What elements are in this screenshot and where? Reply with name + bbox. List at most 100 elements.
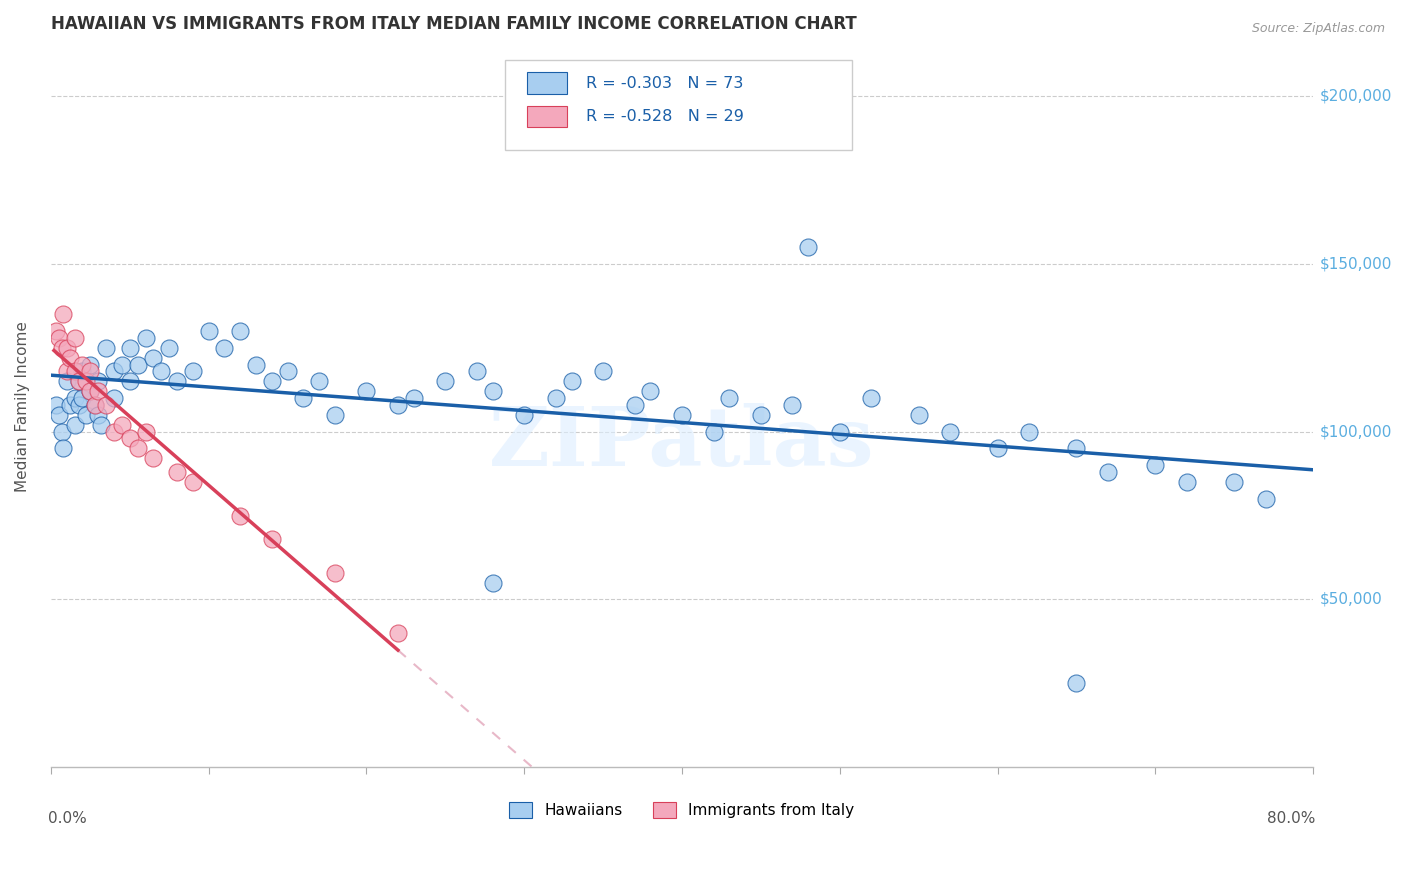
- Point: [51, 425, 73, 439]
- Text: Source: ZipAtlas.com: Source: ZipAtlas.com: [1251, 22, 1385, 36]
- Point: [276, 364, 298, 378]
- Point: [434, 374, 457, 388]
- Point: [782, 398, 804, 412]
- Text: 0.0%: 0.0%: [48, 811, 87, 826]
- Point: [84, 398, 107, 412]
- Point: [55, 374, 77, 388]
- Text: ZIPatlas: ZIPatlas: [489, 402, 875, 483]
- Point: [118, 341, 141, 355]
- Point: [166, 465, 188, 479]
- Point: [623, 398, 645, 412]
- Point: [55, 341, 77, 355]
- Point: [118, 374, 141, 388]
- Text: R = -0.303   N = 73: R = -0.303 N = 73: [586, 76, 744, 91]
- Text: $100,000: $100,000: [1319, 424, 1392, 439]
- Point: [111, 358, 134, 372]
- Point: [292, 391, 315, 405]
- Point: [45, 324, 67, 338]
- Point: [181, 364, 204, 378]
- Point: [214, 341, 236, 355]
- Point: [323, 566, 346, 580]
- Point: [87, 384, 110, 399]
- Text: $50,000: $50,000: [1319, 592, 1382, 607]
- Point: [90, 417, 112, 432]
- Point: [79, 384, 101, 399]
- Point: [166, 374, 188, 388]
- Point: [134, 425, 156, 439]
- Point: [1066, 442, 1088, 456]
- Point: [1223, 475, 1246, 489]
- Point: [323, 408, 346, 422]
- Point: [860, 391, 883, 405]
- Point: [63, 331, 86, 345]
- Point: [67, 398, 90, 412]
- Point: [703, 425, 725, 439]
- Point: [387, 398, 409, 412]
- FancyBboxPatch shape: [527, 105, 567, 128]
- Point: [72, 358, 94, 372]
- Point: [229, 508, 252, 523]
- Point: [79, 384, 101, 399]
- FancyBboxPatch shape: [527, 72, 567, 94]
- Point: [79, 358, 101, 372]
- Point: [718, 391, 741, 405]
- Point: [142, 451, 165, 466]
- Point: [52, 307, 75, 321]
- Point: [55, 364, 77, 378]
- Point: [127, 358, 149, 372]
- Point: [356, 384, 378, 399]
- Point: [63, 417, 86, 432]
- Point: [84, 398, 107, 412]
- Point: [48, 331, 70, 345]
- Point: [797, 240, 820, 254]
- FancyBboxPatch shape: [505, 60, 852, 150]
- Point: [561, 374, 583, 388]
- Point: [308, 374, 330, 388]
- Text: $200,000: $200,000: [1319, 88, 1392, 103]
- Text: HAWAIIAN VS IMMIGRANTS FROM ITALY MEDIAN FAMILY INCOME CORRELATION CHART: HAWAIIAN VS IMMIGRANTS FROM ITALY MEDIAN…: [51, 15, 856, 33]
- Point: [94, 341, 117, 355]
- Point: [1097, 465, 1119, 479]
- Point: [229, 324, 252, 338]
- Point: [907, 408, 929, 422]
- Point: [94, 398, 117, 412]
- Point: [939, 425, 962, 439]
- Point: [134, 331, 156, 345]
- Point: [52, 442, 75, 456]
- Point: [1254, 491, 1277, 506]
- Point: [75, 374, 97, 388]
- Point: [749, 408, 772, 422]
- Point: [987, 442, 1010, 456]
- Point: [465, 364, 488, 378]
- Point: [150, 364, 173, 378]
- Point: [197, 324, 219, 338]
- Point: [87, 408, 110, 422]
- Point: [1144, 458, 1167, 473]
- Point: [67, 374, 90, 388]
- Point: [245, 358, 267, 372]
- Text: R = -0.528   N = 29: R = -0.528 N = 29: [586, 109, 744, 124]
- Point: [118, 431, 141, 445]
- Text: 80.0%: 80.0%: [1267, 811, 1316, 826]
- Point: [671, 408, 693, 422]
- Point: [72, 364, 94, 378]
- Point: [103, 391, 125, 405]
- Point: [127, 442, 149, 456]
- Point: [1175, 475, 1198, 489]
- Point: [157, 341, 180, 355]
- Legend: Hawaiians, Immigrants from Italy: Hawaiians, Immigrants from Italy: [503, 797, 860, 824]
- Point: [481, 575, 503, 590]
- Point: [103, 364, 125, 378]
- Point: [51, 341, 73, 355]
- Y-axis label: Median Family Income: Median Family Income: [15, 321, 30, 491]
- Point: [79, 364, 101, 378]
- Point: [67, 374, 90, 388]
- Point: [59, 351, 82, 365]
- Point: [75, 408, 97, 422]
- Point: [1066, 676, 1088, 690]
- Point: [544, 391, 567, 405]
- Point: [111, 417, 134, 432]
- Point: [513, 408, 536, 422]
- Text: $150,000: $150,000: [1319, 256, 1392, 271]
- Point: [402, 391, 425, 405]
